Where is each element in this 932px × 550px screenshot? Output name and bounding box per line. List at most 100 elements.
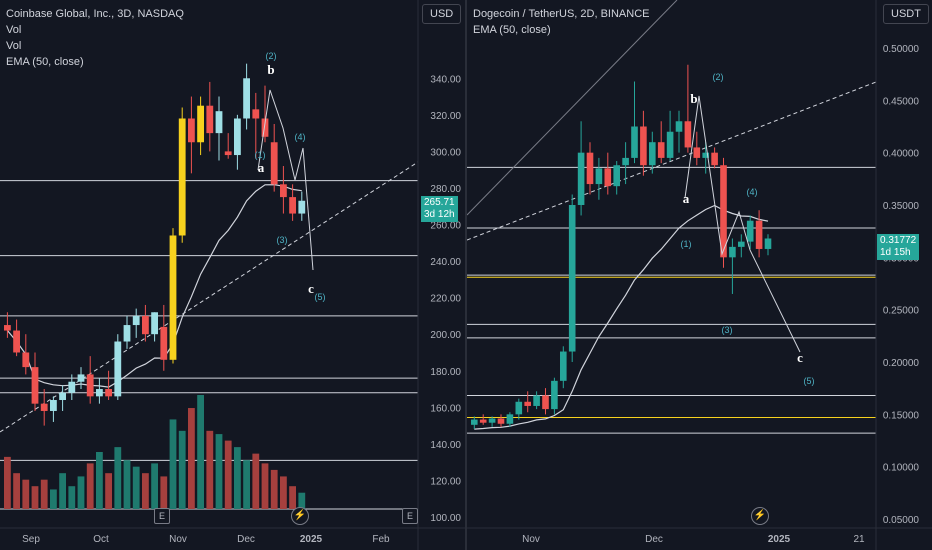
coin-candle-body bbox=[160, 326, 168, 360]
coin-volume-bar bbox=[96, 452, 103, 509]
coin-legend: Coinbase Global, Inc., 3D, NASDAQ Vol Vo… bbox=[6, 6, 184, 70]
doge-candle-body bbox=[738, 241, 745, 247]
coin-ema-label[interactable]: EMA (50, close) bbox=[6, 56, 84, 68]
coin-wave-c: c bbox=[308, 281, 314, 296]
coin-wave-a: a bbox=[258, 160, 265, 175]
doge-wave-c: c bbox=[797, 350, 803, 365]
doge-chart-canvas[interactable]: 0.050000.100000.150000.200000.250000.300… bbox=[467, 0, 932, 550]
doge-candle-body bbox=[702, 152, 709, 158]
coin-volume-bar bbox=[252, 453, 260, 509]
coin-volume-bar bbox=[234, 447, 241, 509]
coin-wave-3: (3) bbox=[277, 235, 288, 245]
coin-earnings-badge[interactable]: E bbox=[154, 508, 170, 524]
doge-candle-body bbox=[675, 121, 683, 132]
coin-countdown: 3d 12h bbox=[424, 209, 455, 220]
coin-wave-b: b bbox=[267, 62, 274, 77]
doge-candle-body bbox=[684, 121, 692, 148]
coin-chart-canvas[interactable]: 100.00 120.00 140.00 160.00 180.00 200.00 220.… bbox=[0, 0, 465, 550]
coin-candle-body bbox=[123, 325, 131, 342]
coin-y-tick: 240.00 bbox=[430, 257, 461, 268]
coin-volume-bar bbox=[224, 440, 232, 509]
coin-candle-body bbox=[197, 105, 204, 143]
doge-y-tick: 0.45000 bbox=[883, 96, 920, 107]
coin-candle-body bbox=[68, 381, 76, 393]
doge-candle-body bbox=[515, 401, 523, 415]
coin-volume-bar bbox=[68, 486, 76, 509]
coin-x-tick: Nov bbox=[169, 534, 187, 545]
coin-vol-label-2[interactable]: Vol bbox=[6, 40, 22, 52]
coin-volume-bar bbox=[142, 473, 149, 509]
coin-candle-body bbox=[188, 118, 195, 143]
coin-volume-bar bbox=[22, 479, 30, 509]
coin-lightning-icon[interactable]: ⚡ bbox=[291, 507, 309, 525]
doge-candle-body bbox=[720, 165, 727, 258]
coin-volume-bar bbox=[169, 419, 177, 509]
coin-candle-body bbox=[178, 118, 186, 236]
doge-candle-body bbox=[542, 395, 549, 410]
doge-candle-body bbox=[649, 142, 656, 166]
doge-currency-button[interactable]: USDT bbox=[883, 4, 929, 24]
coin-currency-button[interactable]: USD bbox=[422, 4, 462, 24]
doge-candle-body bbox=[595, 168, 603, 185]
doge-ema-line bbox=[474, 204, 769, 430]
coin-earnings-badge-right[interactable]: E bbox=[402, 508, 418, 524]
coin-volume-bar bbox=[4, 456, 11, 509]
doge-candle-body bbox=[497, 418, 505, 424]
coin-ema-line bbox=[6, 184, 302, 388]
coin-volume-bar bbox=[206, 430, 214, 509]
doge-wave-2: (2) bbox=[713, 72, 724, 82]
coin-volume-bar bbox=[178, 430, 186, 509]
coin-candle-body bbox=[234, 118, 241, 156]
coin-candle-body bbox=[215, 111, 223, 134]
coin-y-tick: 100.00 bbox=[430, 513, 461, 524]
doge-candle-body bbox=[657, 142, 665, 158]
coin-candle-body bbox=[59, 392, 66, 401]
coin-vol-label-1[interactable]: Vol bbox=[6, 24, 22, 36]
pane-divider[interactable] bbox=[465, 0, 467, 550]
coin-symbol-title[interactable]: Coinbase Global, Inc., 3D, NASDAQ bbox=[6, 8, 184, 20]
coin-y-tick: 260.00 bbox=[430, 221, 461, 232]
coin-volume-bar bbox=[114, 447, 122, 509]
coin-volume-bar bbox=[261, 463, 269, 509]
doge-candle-body bbox=[471, 419, 478, 425]
coin-candle-body bbox=[243, 78, 250, 119]
coin-volume-bar bbox=[123, 460, 131, 509]
coin-candle-body bbox=[289, 197, 296, 214]
coin-y-tick: 320.00 bbox=[430, 111, 461, 122]
coin-wave-1: (1) bbox=[255, 150, 266, 160]
coin-candle-body bbox=[13, 330, 20, 353]
coin-wave-path bbox=[257, 89, 314, 271]
coin-wave-5: (5) bbox=[315, 292, 326, 302]
coin-volume-bar bbox=[105, 473, 112, 509]
coin-candle-body bbox=[96, 389, 103, 397]
doge-x-tick: 21 bbox=[853, 534, 865, 545]
coin-x-tick: Dec bbox=[237, 534, 255, 545]
doge-symbol-title[interactable]: Dogecoin / TetherUS, 2D, BINANCE bbox=[473, 8, 650, 20]
doge-candle-body bbox=[479, 419, 487, 423]
coin-volume-bar bbox=[243, 460, 250, 509]
coin-volume-bar bbox=[59, 473, 66, 509]
coin-candle-body bbox=[50, 400, 57, 411]
coin-chart-pane[interactable]: 100.00 120.00 140.00 160.00 180.00 200.00 220.… bbox=[0, 0, 465, 550]
coin-volume-bar bbox=[298, 492, 306, 509]
coin-candle-body bbox=[206, 105, 214, 134]
coin-x-tick: 2025 bbox=[300, 534, 323, 545]
coin-volume-bar bbox=[289, 486, 296, 509]
doge-lightning-icon[interactable]: ⚡ bbox=[751, 507, 769, 525]
coin-volume-bar bbox=[188, 408, 195, 509]
coin-volume-bar bbox=[86, 463, 94, 509]
coin-candle-body bbox=[298, 200, 306, 214]
doge-chart-pane[interactable]: 0.050000.100000.150000.200000.250000.300… bbox=[467, 0, 932, 550]
doge-x-tick: Nov bbox=[522, 534, 540, 545]
doge-candle-body bbox=[764, 238, 772, 249]
doge-candle-body bbox=[604, 168, 612, 187]
doge-candle-body bbox=[666, 131, 674, 158]
doge-candle-body bbox=[568, 205, 576, 352]
coin-wave-2: (2) bbox=[266, 51, 277, 61]
coin-last-price-tag: 265.71 3d 12h bbox=[421, 196, 458, 222]
doge-ema-label[interactable]: EMA (50, close) bbox=[473, 24, 551, 36]
doge-candle-body bbox=[755, 220, 763, 249]
doge-trendline bbox=[467, 81, 877, 241]
coin-volume-bar bbox=[40, 479, 48, 509]
coin-y-tick: 340.00 bbox=[430, 74, 461, 85]
